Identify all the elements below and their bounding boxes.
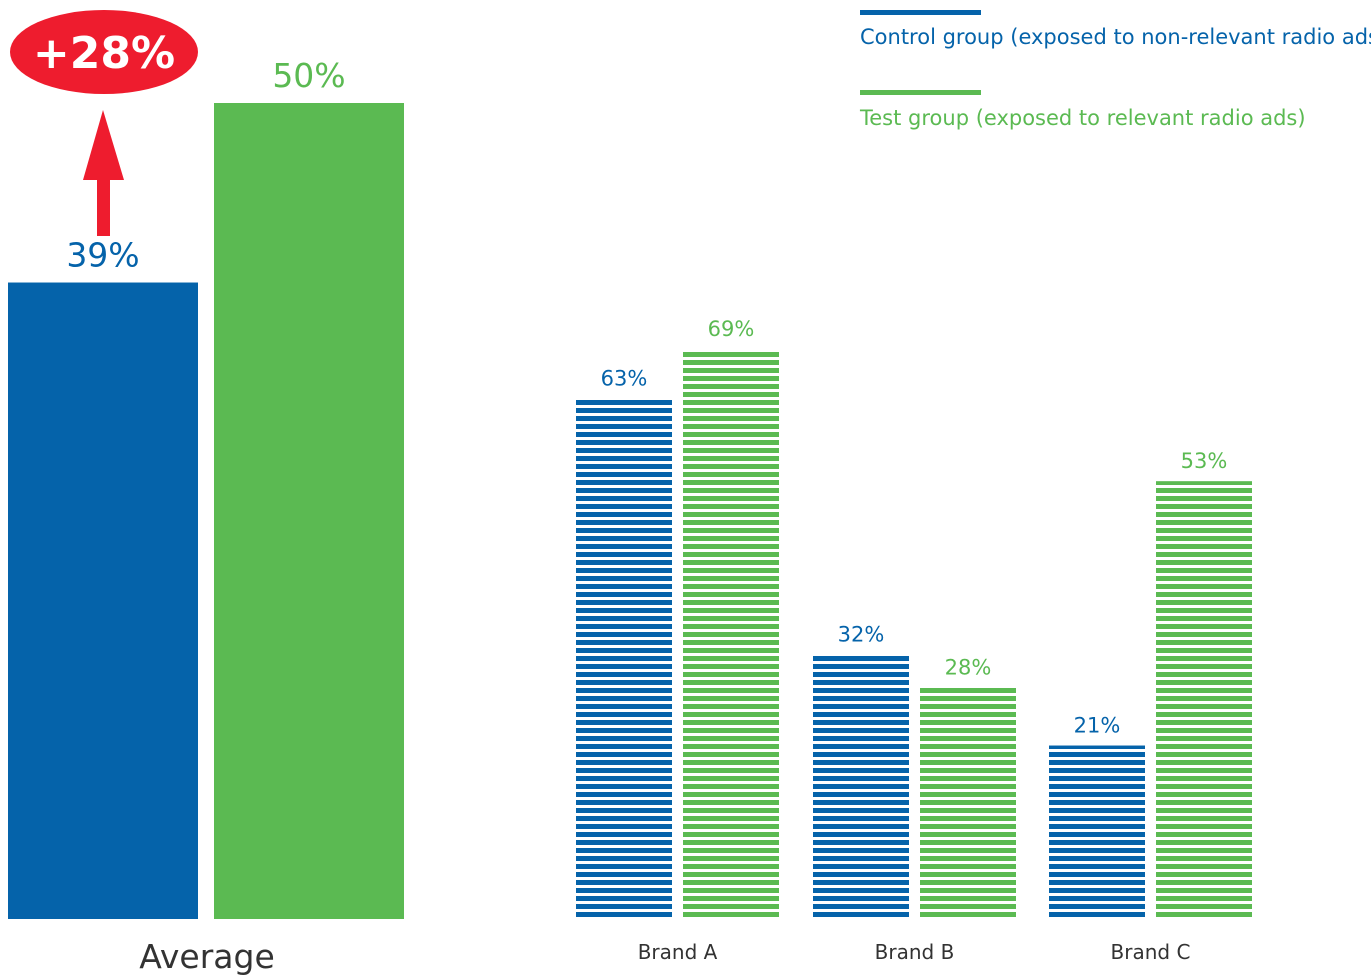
average-value-label-control: 39%	[66, 236, 139, 275]
average-category-label: Average	[139, 937, 275, 975]
brand-a-bar-control	[576, 398, 672, 920]
brand-c-value-label-test: 53%	[1181, 449, 1228, 473]
legend-control-label: Control group (exposed to non-relevant r…	[860, 25, 1371, 49]
brand-b-bar-test	[920, 687, 1016, 919]
brand-c-category-label: Brand C	[1111, 940, 1191, 964]
average-bar-test	[214, 103, 404, 919]
chart-marks: 39% 50% Average +28% 63% 69% Brand A 32% 28% Bran…	[8, 10, 1252, 975]
increase-arrow-head	[83, 110, 124, 180]
brand-b-bar-control	[813, 654, 909, 919]
increase-arrow-shaft	[97, 176, 110, 236]
legend-test-label: Test group (exposed to relevant radio ad…	[860, 106, 1306, 130]
brand-a-bar-test	[683, 349, 779, 919]
increase-badge-label: +28%	[33, 28, 175, 79]
brand-c-bar-test	[1156, 481, 1252, 919]
brand-a-value-label-test: 69%	[708, 317, 755, 341]
brand-b-value-label-control: 32%	[838, 623, 885, 647]
brand-a-category-label: Brand A	[638, 940, 718, 964]
brand-b-value-label-test: 28%	[945, 656, 992, 680]
average-value-label-test: 50%	[272, 56, 345, 95]
legend-test-swatch	[860, 90, 981, 95]
brand-c-bar-control	[1049, 745, 1145, 919]
brand-a-value-label-control: 63%	[601, 367, 648, 391]
increase-badge	[10, 10, 198, 94]
legend-control-swatch	[860, 10, 981, 15]
brand-b-category-label: Brand B	[875, 940, 955, 964]
average-bar-control	[8, 282, 198, 919]
brand-c-value-label-control: 21%	[1074, 714, 1121, 738]
